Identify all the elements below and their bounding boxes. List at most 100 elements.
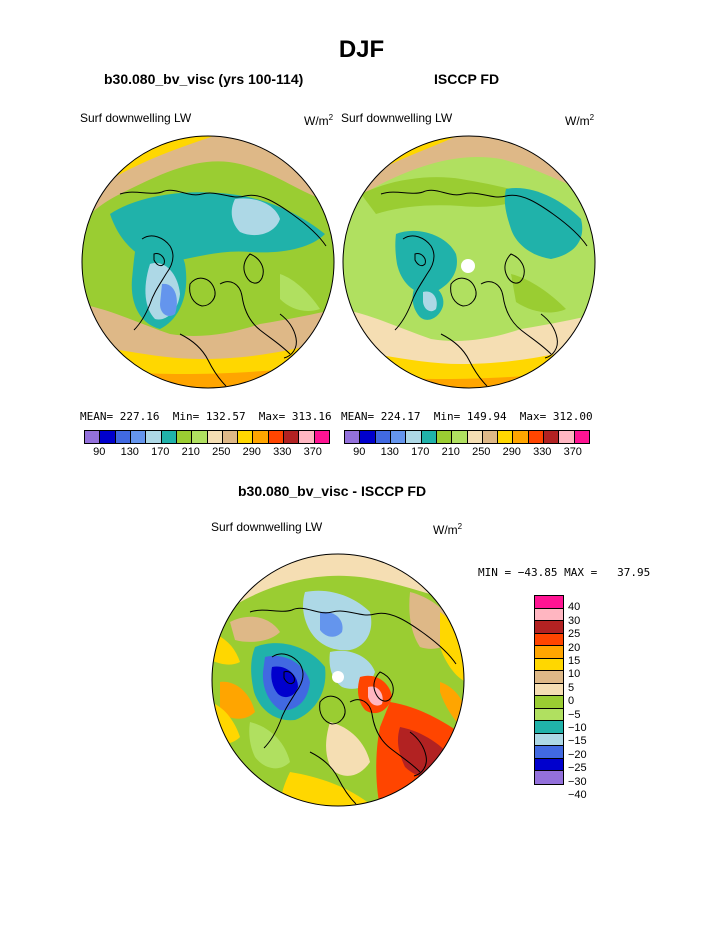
colorbar-tick-label: 130	[380, 446, 399, 458]
colorbar-swatch	[406, 431, 422, 443]
panel-1-units: W/m2	[304, 113, 334, 128]
colorbar-tick-label: −10	[568, 722, 587, 734]
diff-field-label: Surf downwelling LW	[211, 520, 323, 534]
colorbar-swatch	[192, 431, 208, 443]
panel-1-title: b30.080_bv_visc (yrs 100-114)	[104, 71, 304, 87]
diff-units: W/m2	[433, 522, 463, 537]
map-model-lw	[81, 135, 335, 389]
colorbar-swatch	[535, 633, 563, 646]
colorbar-swatch	[513, 431, 529, 443]
colorbar-tick-label: 5	[568, 681, 575, 694]
colorbar-swatch	[559, 431, 575, 443]
colorbar-swatch	[535, 758, 563, 771]
colorbar-tick-label: −5	[568, 708, 581, 721]
colorbar-tick-label: −30	[568, 775, 587, 788]
colorbar-tick-label: 290	[502, 446, 521, 458]
panel-2-title: ISCCP FD	[434, 71, 500, 87]
colorbar-swatch	[85, 431, 101, 443]
colorbar-swatch	[535, 658, 563, 671]
diff-title: b30.080_bv_visc - ISCCP FD	[238, 483, 427, 499]
colorbar-swatch	[161, 431, 177, 443]
colorbar-swatch	[544, 431, 560, 443]
colorbar-tick-label: −40	[568, 789, 587, 801]
colorbar-tick-label: 90	[93, 446, 106, 458]
colorbar-tick-label: 90	[353, 446, 366, 458]
colorbar-swatch	[467, 431, 483, 443]
colorbar-swatch	[498, 431, 514, 443]
main-title: DJF	[338, 36, 385, 63]
colorbar-tick-label: 10	[568, 668, 581, 681]
colorbar-swatch	[452, 431, 468, 443]
colorbar-isccp	[344, 430, 590, 444]
colorbar-swatch	[535, 771, 563, 784]
colorbar-tick-label: 40	[568, 601, 581, 614]
colorbar-isccp-labels: 90 130 170 210 250 290 330 370	[344, 446, 588, 460]
colorbar-tick-label: 330	[273, 446, 292, 458]
colorbar-swatch	[314, 431, 329, 443]
colorbar-tick-label: 370	[303, 446, 322, 458]
colorbar-tick-label: 290	[242, 446, 261, 458]
colorbar-swatch	[222, 431, 239, 443]
colorbar-difference	[534, 595, 564, 785]
colorbar-swatch	[238, 431, 254, 443]
colorbar-swatch	[535, 596, 563, 609]
colorbar-tick-label: 330	[533, 446, 552, 458]
colorbar-swatch	[482, 431, 499, 443]
colorbar-swatch	[268, 431, 285, 443]
colorbar-swatch	[253, 431, 269, 443]
panel-1-stats: MEAN= 227.16 Min= 132.57 Max= 313.16	[80, 410, 332, 423]
colorbar-swatch	[299, 431, 315, 443]
colorbar-swatch	[535, 721, 563, 734]
diff-stats: MIN = −43.85 MAX = 37.95	[478, 566, 651, 579]
colorbar-swatch	[130, 431, 147, 443]
colorbar-swatch	[535, 708, 563, 721]
colorbar-swatch	[535, 733, 563, 746]
colorbar-swatch	[528, 431, 545, 443]
colorbar-swatch	[535, 608, 563, 621]
colorbar-swatch	[535, 683, 563, 696]
colorbar-swatch	[535, 646, 563, 659]
panel-1-field-label: Surf downwelling LW	[80, 111, 192, 125]
colorbar-model-labels: 90 130 170 210 250 290 330 370	[84, 446, 328, 460]
colorbar-tick-label: 20	[568, 641, 581, 654]
panel-2-field-label: Surf downwelling LW	[341, 111, 453, 125]
colorbar-tick-label: 250	[472, 446, 491, 458]
map-difference-lw	[211, 553, 465, 807]
colorbar-swatch	[284, 431, 300, 443]
colorbar-swatch	[115, 431, 131, 443]
colorbar-tick-label: 170	[151, 446, 170, 458]
colorbar-swatch	[436, 431, 453, 443]
colorbar-tick-label: 0	[568, 695, 575, 708]
colorbar-swatch	[345, 431, 361, 443]
colorbar-tick-label: −20	[568, 748, 587, 761]
colorbar-swatch	[360, 431, 376, 443]
colorbar-difference-labels: 40 30 25 20 15 10 5 0 −5 −10 −15 −20 −25 −30 −40	[568, 595, 628, 805]
colorbar-swatch	[535, 746, 563, 759]
colorbar-swatch	[146, 431, 162, 443]
colorbar-tick-label: 130	[120, 446, 139, 458]
colorbar-swatch	[574, 431, 589, 443]
colorbar-swatch	[535, 696, 563, 709]
colorbar-tick-label: 25	[568, 628, 581, 641]
colorbar-tick-label: 170	[411, 446, 430, 458]
panel-2-units: W/m2	[565, 113, 595, 128]
panel-2-stats: MEAN= 224.17 Min= 149.94 Max= 312.00	[341, 410, 593, 423]
colorbar-swatch	[421, 431, 437, 443]
colorbar-tick-label: −15	[568, 735, 587, 748]
colorbar-swatch	[176, 431, 193, 443]
colorbar-tick-label: 210	[181, 446, 200, 458]
colorbar-swatch	[535, 621, 563, 634]
map-isccp-lw	[342, 135, 596, 389]
colorbar-tick-label: 30	[568, 614, 581, 627]
colorbar-swatch	[207, 431, 223, 443]
colorbar-swatch	[390, 431, 407, 443]
colorbar-tick-label: 370	[563, 446, 582, 458]
colorbar-tick-label: 15	[568, 655, 581, 667]
colorbar-swatch	[100, 431, 116, 443]
colorbar-tick-label: 250	[212, 446, 231, 458]
colorbar-model	[84, 430, 330, 444]
colorbar-swatch	[375, 431, 391, 443]
colorbar-swatch	[535, 671, 563, 684]
colorbar-tick-label: −25	[568, 762, 587, 775]
colorbar-tick-label: 210	[441, 446, 460, 458]
